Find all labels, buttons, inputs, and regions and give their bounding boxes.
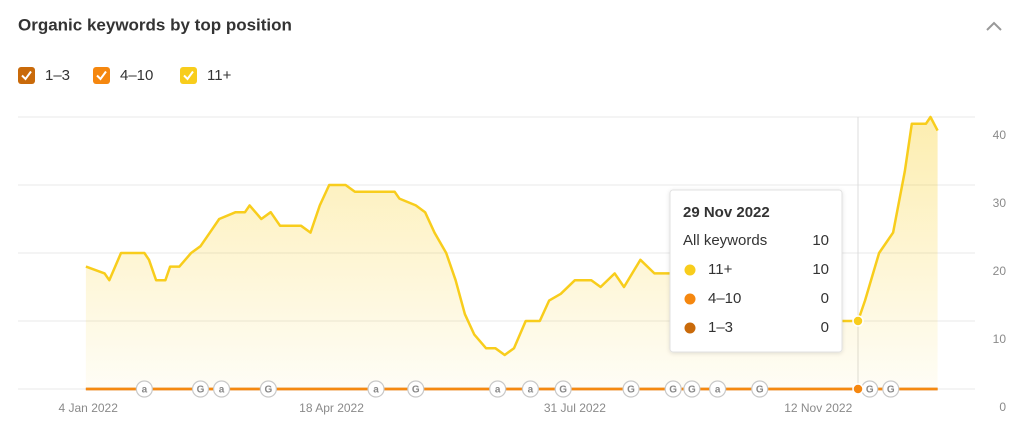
legend: 1–3 4–10 11+ [18, 67, 232, 84]
legend-check [96, 70, 107, 81]
tooltip-label: 11+ [708, 261, 733, 278]
y-tick-label: 10 [993, 332, 1007, 346]
annotation-label: G [197, 385, 205, 396]
annotation-marker[interactable] [882, 380, 900, 398]
legend-item[interactable]: 1–3 [18, 67, 70, 84]
annotation-marker[interactable] [709, 380, 727, 398]
annotation-label: a [495, 385, 501, 396]
x-tick-label: 18 Apr 2022 [299, 401, 364, 415]
annotation-marker[interactable] [622, 380, 640, 398]
annotation-marker[interactable] [554, 380, 572, 398]
annotation-label: G [866, 385, 874, 396]
tooltip: 29 Nov 2022 All keywords 10 11+ 10 4–10 0 1–3 0 [669, 189, 843, 353]
legend-check [21, 70, 32, 81]
tooltip-value: 10 [812, 232, 829, 249]
annotation-marker[interactable] [664, 380, 682, 398]
legend-label: 1–3 [45, 67, 70, 84]
annotation-label: G [756, 385, 764, 396]
annotation-label: a [373, 385, 379, 396]
tooltip-dot [684, 293, 696, 305]
legend-checkbox[interactable] [18, 67, 35, 84]
annotation-label: a [219, 385, 225, 396]
annotation-label: G [688, 385, 696, 396]
tooltip-label: 1–3 [708, 319, 733, 336]
tooltip-label: 4–10 [708, 290, 741, 307]
x-tick-label: 31 Jul 2022 [544, 401, 606, 415]
annotation-label: G [412, 385, 420, 396]
annotation-marker[interactable] [521, 380, 540, 398]
tooltip-dot [684, 264, 696, 276]
legend-checkbox[interactable] [93, 67, 110, 84]
annotation-marker[interactable] [191, 380, 210, 398]
tooltip-label: All keywords [683, 232, 767, 249]
annotation-marker[interactable] [751, 380, 769, 398]
tooltip-box [669, 189, 843, 353]
annotation-label: a [528, 385, 534, 396]
x-tick-label: 4 Jan 2022 [59, 401, 119, 415]
y-tick-label: 0 [999, 400, 1006, 414]
legend-checkbox[interactable] [180, 67, 197, 84]
collapse-toggle[interactable] [986, 21, 1002, 31]
x-tick-label: 12 Nov 2022 [784, 401, 852, 415]
annotation-marker[interactable] [367, 380, 385, 398]
legend-item[interactable]: 4–10 [93, 67, 153, 84]
annotation-marker[interactable] [683, 380, 701, 398]
y-tick-label: 30 [993, 196, 1007, 210]
annotation-label: G [559, 385, 567, 396]
hover-point [852, 383, 864, 395]
annotation-label: a [715, 385, 721, 396]
annotation-label: G [669, 385, 677, 396]
tooltip-dot [684, 322, 696, 334]
tooltip-value: 0 [821, 290, 829, 307]
legend-label: 11+ [207, 67, 232, 84]
annotation-marker[interactable] [135, 380, 153, 398]
annotation-marker[interactable] [212, 380, 231, 398]
chart-title: Organic keywords by top position [18, 15, 292, 34]
legend-item[interactable]: 11+ [180, 67, 232, 84]
y-tick-label: 20 [993, 264, 1007, 278]
legend-check [183, 70, 194, 81]
annotation-marker[interactable] [259, 380, 277, 398]
annotation-marker[interactable] [489, 380, 507, 398]
tooltip-value: 10 [812, 261, 829, 278]
y-tick-label: 40 [993, 128, 1007, 142]
hover-point [852, 315, 864, 327]
annotation-marker[interactable] [407, 380, 425, 398]
annotation-label: G [887, 385, 895, 396]
tooltip-title: 29 Nov 2022 [683, 204, 770, 221]
annotation-label: a [142, 385, 148, 396]
annotation-label: G [264, 385, 272, 396]
legend-label: 4–10 [120, 67, 153, 84]
annotation-label: G [627, 385, 635, 396]
tooltip-value: 0 [821, 319, 829, 336]
